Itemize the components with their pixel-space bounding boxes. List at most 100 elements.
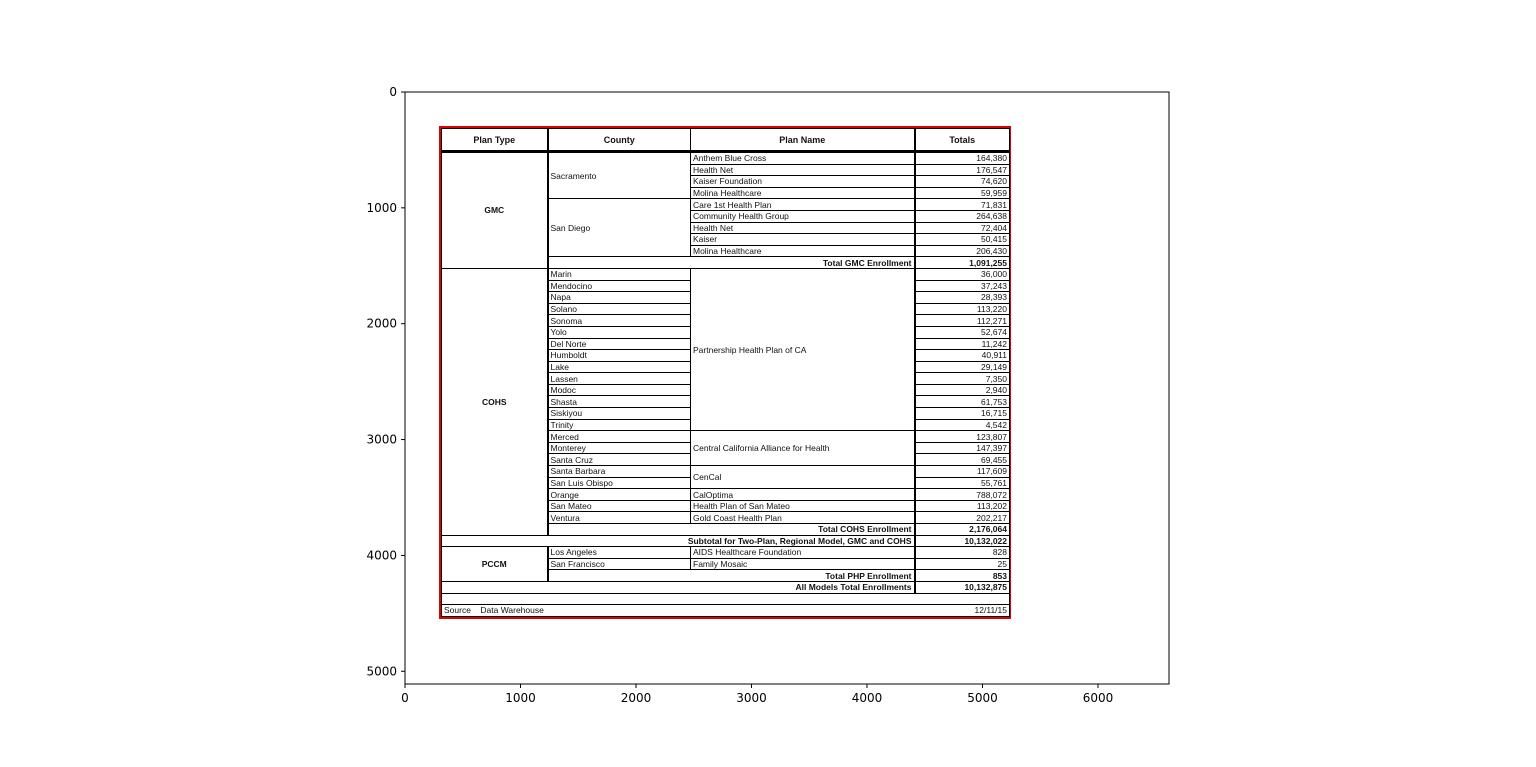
total-cell: 28,393 — [914, 291, 1010, 304]
county-cell: San Mateo — [547, 499, 691, 513]
plan-name-cell: Family Mosaic — [690, 557, 916, 571]
plan-name-cell: Kaiser — [690, 233, 916, 246]
county-cell: Siskiyou — [547, 407, 691, 420]
total-cell: 40,911 — [914, 349, 1010, 362]
table-row: Health Net 176,547 — [442, 163, 1010, 177]
total-cell: 50,415 — [914, 233, 1010, 246]
x-tick-label: 5000 — [967, 691, 998, 705]
table-row: Sonoma 112,271 — [442, 314, 1010, 327]
table-row: Yolo 52,674 — [442, 325, 1010, 339]
total-cell: 788,072 — [914, 488, 1010, 501]
county-cell: Merced — [547, 430, 691, 443]
table-row: Kaiser 50,415 — [442, 233, 1010, 246]
total-cell: 123,807 — [914, 430, 1010, 443]
group-total-label: Total COHS Enrollment — [547, 523, 916, 536]
plan-name-cell: CenCal — [690, 465, 916, 490]
table-row: GMC Sacramento Anthem Blue Cross 164,380 — [441, 150, 1010, 269]
county-cell: Los Angeles — [547, 546, 691, 559]
plan-type-cell: PCCM — [441, 546, 549, 582]
county-cell: Trinity — [547, 418, 691, 432]
x-tick-label: 0 — [401, 691, 409, 705]
total-cell: 206,430 — [914, 244, 1010, 258]
total-cell: 11,242 — [914, 337, 1010, 351]
enrollment-table: Plan Type County Plan Name Totals GMC Sacrame… — [441, 128, 1010, 617]
x-tick-label: 3000 — [736, 691, 767, 705]
total-cell: 113,202 — [914, 499, 1010, 513]
y-tick-label: 0 — [389, 85, 397, 99]
group-total-label: Total GMC Enrollment — [547, 256, 916, 269]
county-cell: Del Norte — [547, 337, 691, 351]
table-row: Del Norte 11,242 — [442, 337, 1010, 351]
total-cell: 164,380 — [914, 151, 1010, 165]
total-cell: 202,217 — [914, 511, 1010, 524]
county-cell: Shasta — [547, 395, 691, 409]
total-cell: 16,715 — [914, 407, 1010, 420]
county-cell: San Francisco — [547, 557, 691, 571]
blank-row — [441, 592, 1010, 606]
x-axis: 0 1000 2000 3000 4000 5000 6000 — [401, 684, 1113, 705]
table-row: Health Net 72,404 — [442, 221, 1010, 235]
county-cell: Orange — [547, 488, 691, 501]
county-cell: Sacramento — [547, 150, 691, 200]
county-cell: Mendocino — [547, 279, 691, 293]
county-cell: Napa — [547, 291, 691, 304]
county-cell: Yolo — [547, 325, 691, 339]
table-row: Total PHP Enrollment 853 — [442, 569, 1010, 582]
county-cell: Marin — [547, 267, 691, 281]
table-row: Total COHS Enrollment 2,176,064 — [442, 523, 1010, 536]
county-cell: Solano — [547, 302, 691, 316]
column-header: County — [547, 128, 691, 153]
table-row: San Mateo Health Plan of San Mateo 113,202 — [442, 499, 1010, 513]
header-row: Plan Type County Plan Name Totals — [441, 128, 1010, 153]
county-cell: Lassen — [547, 372, 691, 385]
county-cell: Humboldt — [547, 349, 691, 362]
plot-frame — [404, 91, 1170, 685]
plan-name-cell: Health Net — [690, 163, 916, 177]
group-total-value: 2,176,064 — [914, 523, 1010, 536]
table-row: COHS Marin Partnership Health Plan of CA 36… — [441, 267, 1010, 536]
total-cell: 147,397 — [914, 441, 1010, 455]
total-cell: 69,455 — [914, 453, 1010, 467]
table-row: Merced Central California Alliance for He… — [442, 430, 1010, 467]
plan-name-cell: AIDS Healthcare Foundation — [690, 546, 916, 559]
table-row: Kaiser Foundation 74,620 — [442, 175, 1010, 188]
total-cell: 112,271 — [914, 314, 1010, 327]
plan-name-cell: Partnership Health Plan of CA — [690, 267, 916, 432]
group-total-label: Total PHP Enrollment — [547, 569, 916, 582]
y-tick-label: 5000 — [366, 664, 397, 678]
total-cell: 828 — [914, 546, 1010, 559]
x-tick-label: 1000 — [505, 691, 536, 705]
total-cell: 176,547 — [914, 163, 1010, 177]
table-row: Santa Cruz 69,455 — [442, 453, 1010, 467]
plan-name-cell: Community Health Group — [690, 209, 916, 223]
total-cell: 264,638 — [914, 209, 1010, 223]
table-row: All Models Total Enrollments 10,132,875 — [441, 580, 1010, 594]
county-cell: Lake — [547, 360, 691, 374]
table-row: Lassen 7,350 — [442, 372, 1010, 385]
total-cell: 55,761 — [914, 476, 1010, 490]
plan-name-cell: Anthem Blue Cross — [690, 151, 916, 165]
plan-name-cell: Health Net — [690, 221, 916, 235]
y-axis: 0 1000 2000 3000 4000 5000 — [366, 85, 405, 678]
table-row: Santa Barbara CenCal 117,609 — [442, 465, 1010, 490]
table-row: San Luis Obispo 55,761 — [442, 476, 1010, 490]
table-row: Community Health Group 264,638 — [442, 209, 1010, 223]
total-cell: 7,350 — [914, 372, 1010, 385]
table-row: Modoc 2,940 — [442, 383, 1010, 397]
subtotal-label: Subtotal for Two-Plan, Regional Model, G… — [441, 534, 916, 548]
plan-name-cell: Central California Alliance for Health — [690, 430, 916, 467]
county-cell: Modoc — [547, 383, 691, 397]
subtotal-value: 10,132,022 — [914, 534, 1010, 548]
all-models-value: 10,132,875 — [914, 580, 1010, 594]
x-tick-label: 2000 — [621, 691, 652, 705]
county-cell: Sonoma — [547, 314, 691, 327]
table-row: Source Data Warehouse 12/11/15 — [441, 604, 1010, 617]
total-cell: 25 — [914, 557, 1010, 571]
total-cell: 113,220 — [914, 302, 1010, 316]
x-tick-label: 4000 — [852, 691, 883, 705]
county-cell: Ventura — [547, 511, 691, 524]
total-cell: 4,542 — [914, 418, 1010, 432]
table-row: Molina Healthcare 59,959 — [442, 186, 1010, 200]
plan-name-cell: Kaiser Foundation — [690, 175, 916, 188]
